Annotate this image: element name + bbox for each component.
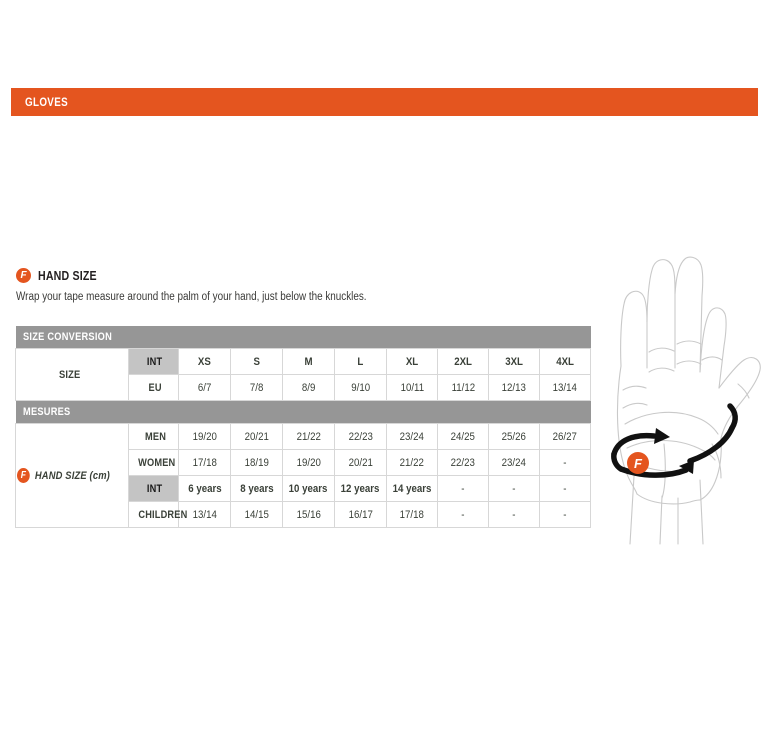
table-cell: - <box>539 475 591 502</box>
band-mesures: MESURES <box>15 400 591 424</box>
table-cell: 12/13 <box>488 374 540 401</box>
table-cell: 8/9 <box>282 374 335 401</box>
table-cell: - <box>437 475 489 502</box>
table-row-int: SIZE INT XS S M L XL 2XL 3XL 4XL <box>15 348 591 401</box>
table-cell: 19/20 <box>178 423 231 450</box>
band-size-conversion: SIZE CONVERSION <box>15 326 591 349</box>
table-cell: 18/19 <box>230 449 283 476</box>
table-cell: 3XL <box>488 348 540 375</box>
table-cell: 12 years <box>334 475 387 502</box>
table-cell: 14 years <box>386 475 438 502</box>
hand-size-title: HAND SIZE <box>38 268 97 283</box>
open-palm-hand-icon: F <box>611 256 761 545</box>
f-badge-icon: F <box>16 268 31 283</box>
table-cell: 9/10 <box>334 374 387 401</box>
table-cell: 20/21 <box>334 449 387 476</box>
hand-size-heading: F HAND SIZE <box>16 268 107 283</box>
table-cell: 2XL <box>437 348 489 375</box>
hand-illustration: F <box>590 248 768 548</box>
size-chart-table: SIZE CONVERSION SIZE INT XS S M L XL 2XL… <box>15 326 591 528</box>
table-cell: M <box>282 348 335 375</box>
table-cell: 17/18 <box>386 501 438 528</box>
table-cell: 21/22 <box>386 449 438 476</box>
table-cell: L <box>334 348 387 375</box>
table-row-eu: EU 6/7 7/8 8/9 9/10 10/11 11/12 12/13 13… <box>16 374 591 401</box>
table-cell: - <box>539 449 591 476</box>
measurement-arrow-icon: F <box>611 403 738 478</box>
table-cell: 26/27 <box>539 423 591 450</box>
band-mesures-label: MESURES <box>22 406 70 418</box>
hand-size-description: Wrap your tape measure around the palm o… <box>16 291 367 303</box>
table-cell: - <box>539 501 591 528</box>
table-cell: - <box>488 475 540 502</box>
table-row-men: F HAND SIZE (cm) MEN 19/20 20/21 21/22 2… <box>15 423 591 528</box>
gloves-header-band: GLOVES <box>11 88 758 116</box>
table-cell: 16/17 <box>334 501 387 528</box>
table-cell: - <box>437 501 489 528</box>
table-cell: 17/18 <box>178 449 231 476</box>
row-label-size-text: SIZE <box>59 368 81 381</box>
table-cell: 13/14 <box>539 374 591 401</box>
table-cell: 8 years <box>230 475 283 502</box>
table-cell: 22/23 <box>334 423 387 450</box>
svg-text:F: F <box>634 456 643 471</box>
table-cell: 13/14 <box>178 501 231 528</box>
table-cell: 6/7 <box>178 374 231 401</box>
table-cell: 6 years <box>178 475 231 502</box>
table-cell: - <box>488 501 540 528</box>
table-cell: S <box>230 348 283 375</box>
table-cell: 21/22 <box>282 423 335 450</box>
band-size-conversion-label: SIZE CONVERSION <box>22 331 112 343</box>
table-cell: 25/26 <box>488 423 540 450</box>
header-title: GLOVES <box>25 95 68 109</box>
table-cell: 15/16 <box>282 501 335 528</box>
table-cell: 20/21 <box>230 423 283 450</box>
table-row-children-int: INT 6 years 8 years 10 years 12 years 14… <box>16 475 591 502</box>
table-cell: 10/11 <box>386 374 438 401</box>
table-cell: 22/23 <box>437 449 489 476</box>
row-label-hand-size-text: HAND SIZE (cm) <box>35 469 111 482</box>
sublabel-children: CHILDREN <box>128 501 187 528</box>
sublabel-men: MEN <box>128 423 179 450</box>
sublabel-women: WOMEN <box>128 449 179 476</box>
table-cell: XS <box>178 348 231 375</box>
table-cell: 4XL <box>539 348 591 375</box>
sublabel-eu: EU <box>128 374 179 401</box>
table-cell: XL <box>386 348 438 375</box>
f-badge-icon: F <box>17 468 31 483</box>
row-label-size: SIZE <box>15 348 129 401</box>
table-cell: 11/12 <box>437 374 489 401</box>
table-cell: 19/20 <box>282 449 335 476</box>
row-label-hand-size: F HAND SIZE (cm) <box>15 423 129 528</box>
table-row-women: WOMEN 17/18 18/19 19/20 20/21 21/22 22/2… <box>16 449 591 476</box>
table-row-children: CHILDREN 13/14 14/15 15/16 16/17 17/18 -… <box>16 501 591 528</box>
f-badge-icon <box>627 452 649 474</box>
table-cell: 7/8 <box>230 374 283 401</box>
sublabel-int-children: INT <box>128 475 179 502</box>
table-cell: 24/25 <box>437 423 489 450</box>
table-cell: 23/24 <box>488 449 540 476</box>
table-cell: 10 years <box>282 475 335 502</box>
sublabel-int: INT <box>128 348 179 375</box>
table-cell: 14/15 <box>230 501 283 528</box>
table-cell: 23/24 <box>386 423 438 450</box>
